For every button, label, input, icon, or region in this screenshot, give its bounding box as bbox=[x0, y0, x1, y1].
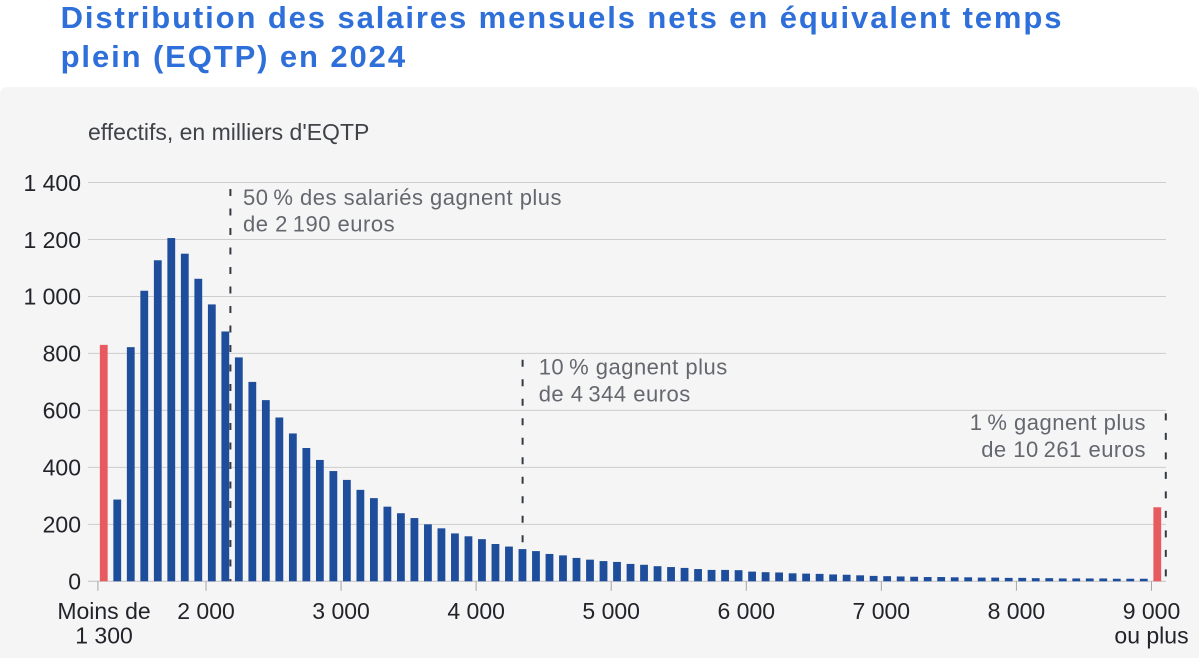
svg-text:600: 600 bbox=[43, 398, 81, 424]
svg-text:6 000: 6 000 bbox=[717, 598, 775, 624]
svg-text:4 000: 4 000 bbox=[447, 598, 505, 624]
svg-text:200: 200 bbox=[43, 512, 81, 538]
svg-text:7 000: 7 000 bbox=[853, 598, 911, 624]
svg-text:1 000: 1 000 bbox=[23, 284, 81, 310]
svg-text:800: 800 bbox=[43, 341, 81, 367]
svg-text:3 000: 3 000 bbox=[312, 598, 370, 624]
svg-text:8 000: 8 000 bbox=[988, 598, 1046, 624]
svg-text:de 2 190 euros: de 2 190 euros bbox=[243, 212, 395, 237]
svg-text:5 000: 5 000 bbox=[582, 598, 640, 624]
svg-text:1 300: 1 300 bbox=[75, 623, 133, 649]
svg-text:0: 0 bbox=[68, 569, 81, 595]
svg-text:1 % gagnent plus: 1 % gagnent plus bbox=[970, 410, 1146, 435]
svg-text:2 000: 2 000 bbox=[177, 598, 235, 624]
svg-text:10 % gagnent plus: 10 % gagnent plus bbox=[539, 355, 728, 380]
svg-text:de 10 261 euros: de 10 261 euros bbox=[981, 437, 1146, 462]
svg-text:effectifs, en milliers d'EQTP: effectifs, en milliers d'EQTP bbox=[88, 119, 369, 145]
svg-text:400: 400 bbox=[43, 455, 81, 481]
svg-text:Distribution des salaires mens: Distribution des salaires mensuels nets … bbox=[61, 0, 1064, 35]
svg-text:plein (EQTP) en 2024: plein (EQTP) en 2024 bbox=[61, 39, 407, 74]
svg-text:ou plus: ou plus bbox=[1114, 623, 1188, 649]
svg-text:Moins de: Moins de bbox=[57, 598, 150, 624]
svg-text:50 % des salariés gagnent plus: 50 % des salariés gagnent plus bbox=[243, 185, 562, 210]
svg-text:1 400: 1 400 bbox=[23, 170, 81, 196]
svg-text:9 000: 9 000 bbox=[1123, 598, 1181, 624]
svg-text:1 200: 1 200 bbox=[23, 227, 81, 253]
svg-text:de 4 344 euros: de 4 344 euros bbox=[539, 381, 691, 406]
